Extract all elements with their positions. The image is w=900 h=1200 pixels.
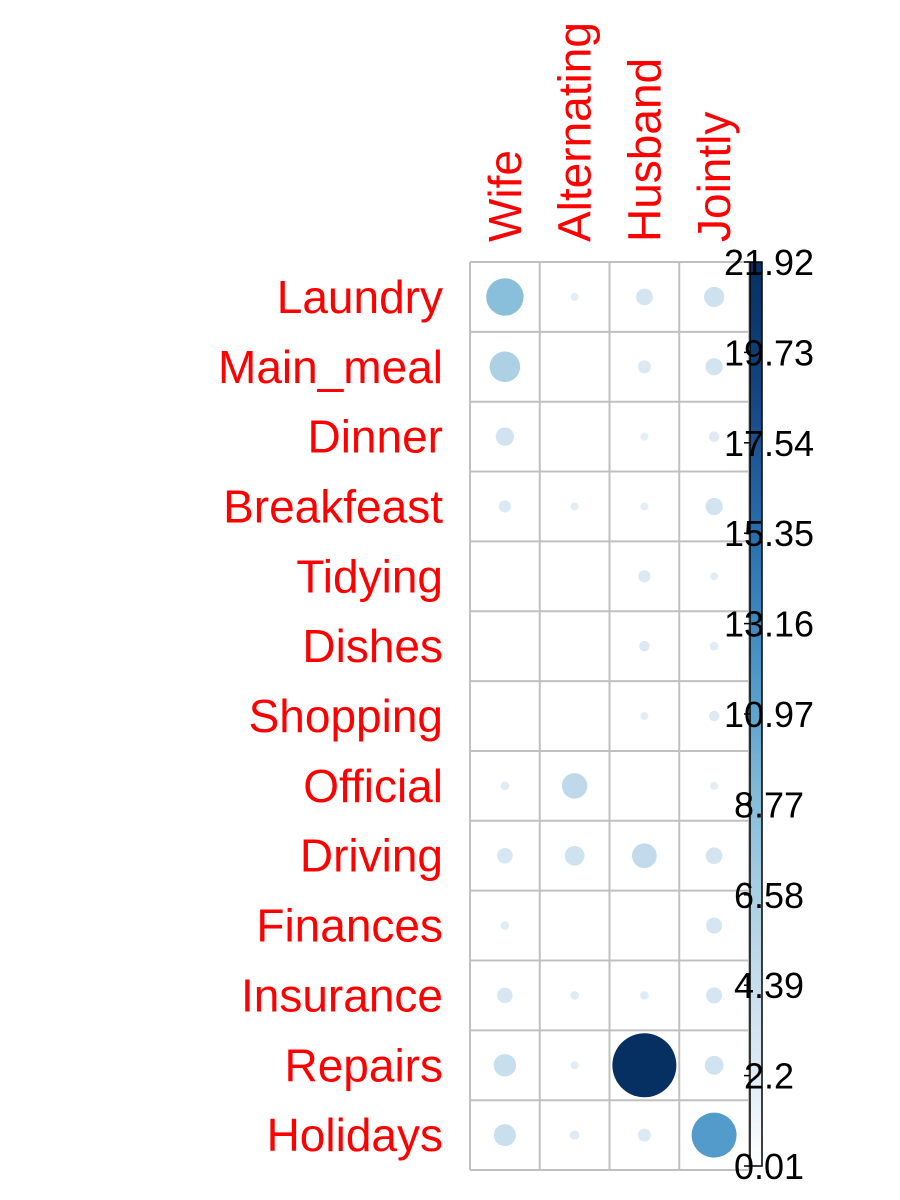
data-circle [493,1124,516,1147]
data-circle [637,360,651,374]
row-label: Insurance [241,969,443,1021]
data-points [486,278,737,1158]
colorbar-tick-label: 15.35 [724,513,814,554]
data-circle [631,843,657,869]
data-circle [561,773,588,799]
data-circle [612,1033,677,1098]
data-circle [569,1130,580,1140]
data-circle [638,570,651,583]
data-circle [710,781,719,790]
colorbar-tick-label: 8.77 [734,784,804,825]
data-circle [497,847,513,864]
colorbar: 21.92 19.73 17.54 15.35 13.16 10.97 8.77 6.58 4.… [724,242,814,1187]
row-label: Official [303,760,443,812]
row-label: Repairs [284,1039,443,1091]
data-circle [708,431,720,442]
data-circle [705,358,723,376]
colorbar-tick-label: 2.2 [744,1056,794,1097]
grid [469,261,750,1172]
colorbar-tick-label: 17.54 [724,423,814,464]
colorbar-tick-label: 19.73 [724,332,814,373]
row-label: Finances [256,900,443,952]
data-circle [500,781,510,791]
row-label: Dishes [302,620,443,672]
data-circle [640,432,649,441]
row-label: Tidying [296,550,443,602]
colorbar-tick-label: 13.16 [724,604,814,645]
data-circle [498,500,511,513]
colorbar-tick-label: 0.01 [734,1146,804,1187]
column-label: Alternating [549,22,601,242]
data-circle [637,1128,651,1142]
data-circle [639,640,650,652]
row-label: Dinner [307,411,443,463]
colorbar-tick-label: 10.97 [724,694,814,735]
colorbar-tick-label: 4.39 [734,965,804,1006]
data-circle [704,1055,724,1075]
data-circle [706,987,723,1004]
data-circle [691,1112,737,1158]
data-circle [570,502,579,511]
row-label: Laundry [277,271,443,323]
data-circle [495,427,515,446]
column-label: Jointly [688,112,740,242]
data-circle [708,710,720,722]
data-circle [570,1061,579,1070]
data-circle [705,497,723,516]
data-circle [636,288,653,306]
colorbar-tick-label: 6.58 [734,875,804,916]
row-label: Shopping [249,690,443,742]
data-circle [709,641,719,651]
data-circle [710,572,719,581]
data-circle [497,987,513,1004]
column-label: Wife [479,150,531,242]
data-circle [570,292,579,301]
row-label: Main_meal [218,341,443,393]
row-labels: Laundry Main_meal Dinner Breakfeast Tidying D… [218,271,443,1161]
data-circle [564,845,585,866]
column-label: Husband [618,58,670,242]
colorbar-tick-label: 21.92 [724,242,814,283]
data-circle [640,712,649,721]
data-circle [706,917,723,934]
row-label: Holidays [267,1109,443,1161]
data-circle [489,351,521,383]
column-labels: Wife Alternating Husband Jointly [479,22,740,242]
data-circle [704,286,725,308]
row-label: Driving [300,830,443,882]
data-circle [500,921,510,930]
data-circle [486,278,524,316]
data-circle [570,991,579,1000]
row-label: Breakfeast [223,480,443,532]
data-circle [640,502,649,511]
data-circle [493,1054,517,1077]
data-circle [640,991,649,1000]
data-circle [705,847,723,865]
